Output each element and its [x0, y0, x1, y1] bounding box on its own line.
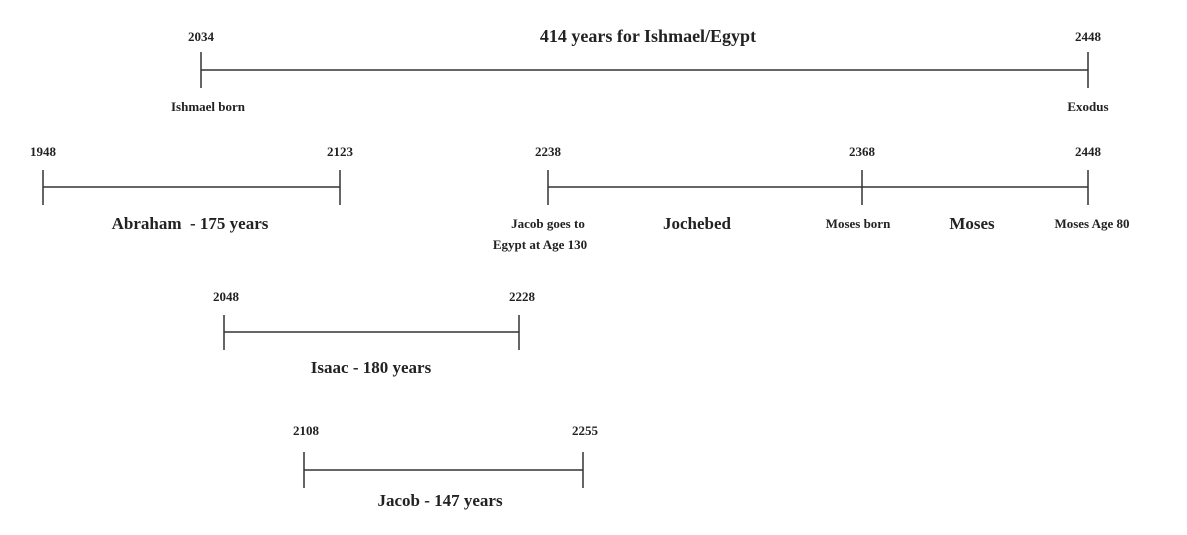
- year: 2123: [327, 144, 354, 159]
- event-label: Egypt at Age 130: [493, 237, 587, 252]
- year: 1948: [30, 144, 57, 159]
- event-label: Exodus: [1067, 99, 1108, 114]
- ishmael-timeline: 2034 2448 414 years for Ishmael/Egypt Is…: [171, 26, 1109, 114]
- year: 2238: [535, 144, 562, 159]
- timeline-title: Abraham - 175 years: [112, 214, 269, 233]
- year: 2108: [293, 423, 320, 438]
- event-label: Jacob goes to: [511, 216, 585, 231]
- event-label: Moses Age 80: [1054, 216, 1129, 231]
- jacob-timeline: 2108 2255 Jacob - 147 years: [293, 423, 599, 510]
- year: 2048: [213, 289, 240, 304]
- timeline-title: Jacob - 147 years: [377, 491, 503, 510]
- span-label: Jochebed: [663, 214, 732, 233]
- abraham-timeline: 1948 2123 Abraham - 175 years: [30, 144, 354, 233]
- year: 2228: [509, 289, 536, 304]
- year: 2368: [849, 144, 876, 159]
- year: 2448: [1075, 29, 1102, 44]
- timeline-title: 414 years for Ishmael/Egypt: [540, 26, 756, 46]
- event-label: Moses born: [826, 216, 891, 231]
- year: 2448: [1075, 144, 1102, 159]
- event-label: Ishmael born: [171, 99, 246, 114]
- moses-timeline: 2238 2368 2448 Jacob goes to Egypt at Ag…: [493, 144, 1130, 252]
- year: 2255: [572, 423, 599, 438]
- timeline-title: Isaac - 180 years: [311, 358, 432, 377]
- isaac-timeline: 2048 2228 Isaac - 180 years: [213, 289, 536, 377]
- year: 2034: [188, 29, 215, 44]
- span-label: Moses: [949, 214, 995, 233]
